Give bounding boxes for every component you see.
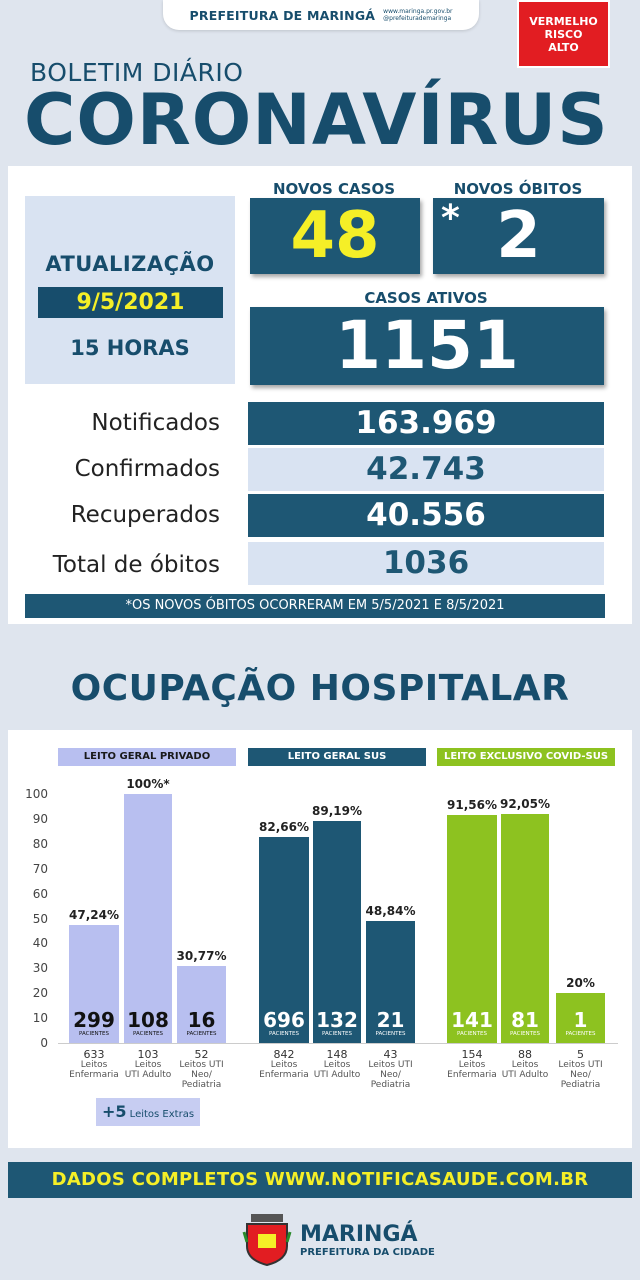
novos-obitos-box: * 2 (433, 198, 604, 274)
hospital-chart (8, 730, 632, 1148)
stat-label-recuperados: Recuperados (70, 502, 220, 528)
risk-line-3: ALTO (548, 40, 579, 54)
social-info: www.maringa.pr.gov.br @prefeiturademarin… (383, 8, 452, 22)
stat-label-obitos: Total de óbitos (52, 552, 220, 578)
novos-obitos-star: * (441, 198, 460, 239)
novos-obitos-label: NOVOS ÓBITOS (453, 180, 583, 198)
city-subtitle: PREFEITURA DA CIDADE (300, 1247, 435, 1258)
stat-value-notificados: 163.969 (248, 402, 604, 445)
prefeitura-label: PREFEITURA DE MARINGÁ (189, 7, 376, 23)
boletim-title: BOLETIM DIÁRIO (30, 58, 244, 87)
update-title: ATUALIZAÇÃO (45, 252, 215, 276)
main-title: CORONAVÍRUS (24, 79, 609, 161)
site-text: www.maringa.pr.gov.br (383, 8, 453, 15)
risk-badge: VERMELHO RISCO ALTO (517, 0, 610, 68)
update-date: 9/5/2021 (38, 287, 223, 318)
casos-ativos-label: CASOS ATIVOS (364, 289, 488, 307)
obitos-note: *OS NOVOS ÓBITOS OCORRERAM EM 5/5/2021 E… (25, 594, 605, 618)
novos-casos-label: NOVOS CASOS (273, 180, 395, 198)
social-text: @prefeiturademaringa (383, 15, 452, 22)
dados-completos-link[interactable]: DADOS COMPLETOS WWW.NOTIFICASAUDE.COM.BR (8, 1162, 632, 1198)
ocupacao-title: OCUPAÇÃO HOSPITALAR (70, 668, 570, 709)
stat-label-notificados: Notificados (91, 410, 220, 436)
risk-line-2: RISCO (544, 27, 583, 41)
stat-value-obitos: 1036 (248, 542, 604, 585)
city-name: MARINGÁ (300, 1222, 418, 1247)
novos-casos-value: 48 (250, 198, 420, 274)
extras-badge: +5 Leitos Extras (96, 1098, 200, 1126)
stat-label-confirmados: Confirmados (74, 456, 220, 482)
extras-label: Leitos Extras (129, 1109, 195, 1120)
novos-obitos-value: 2 (496, 199, 541, 273)
extras-number: +5 (101, 1102, 127, 1121)
update-hour: 15 HORAS (70, 336, 190, 360)
stat-value-recuperados: 40.556 (248, 494, 604, 537)
city-crest-icon (242, 1212, 292, 1267)
risk-line-1: VERMELHO (529, 14, 598, 28)
casos-ativos-value: 1151 (250, 307, 604, 385)
top-banner: PREFEITURA DE MARINGÁ www.maringa.pr.gov… (163, 0, 479, 30)
stat-value-confirmados: 42.743 (248, 448, 604, 491)
